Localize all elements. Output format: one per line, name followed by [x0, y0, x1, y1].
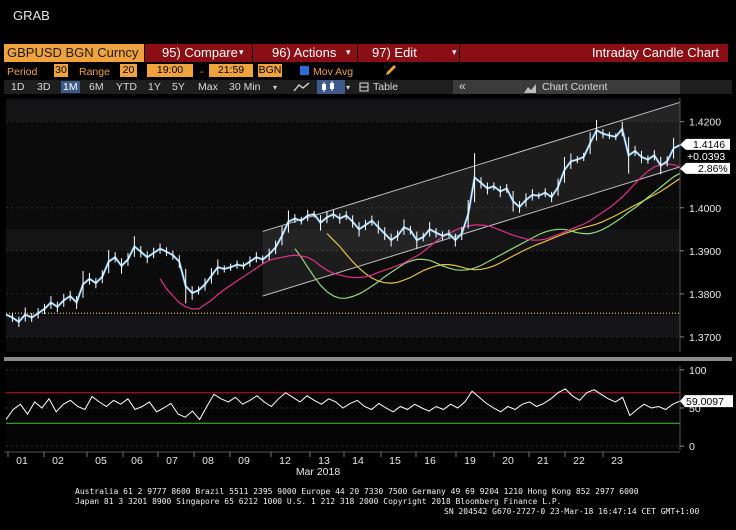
- price-line: [5, 127, 681, 323]
- actions-button[interactable]: 96) Actions: [272, 45, 337, 60]
- window-title: GRAB: [13, 8, 50, 23]
- range-6m-button[interactable]: 6M: [89, 81, 104, 93]
- x-tick-label: 14: [352, 455, 364, 467]
- time-range-dash: -: [200, 66, 204, 78]
- header-separator: [144, 44, 145, 62]
- x-tick-label: 23: [611, 455, 623, 467]
- panel-divider: [4, 357, 732, 361]
- x-tick-label: 08: [202, 455, 214, 467]
- trend-channel-upper: [262, 101, 681, 232]
- period-input[interactable]: 30: [54, 64, 68, 77]
- range-1d-button[interactable]: 1D: [11, 81, 25, 93]
- footer-copyright-line: Japan 81 3 3201 8900 Singapore 65 6212 1…: [75, 497, 562, 506]
- lower-y-tick-label: 0: [689, 441, 695, 453]
- moving-average-mid-line: [294, 172, 681, 299]
- main-y-tick-label: 1.4200: [689, 117, 721, 129]
- change-pct-label: 2.86%: [698, 163, 728, 175]
- range-3d-button[interactable]: 3D: [37, 81, 51, 93]
- compare-button[interactable]: 95) Compare: [162, 45, 238, 60]
- footer-contacts-line: Australia 61 2 9777 8600 Brazil 5511 239…: [75, 487, 639, 496]
- main-panel-background: [6, 98, 680, 352]
- lower-y-tick-label: 100: [689, 365, 707, 377]
- oscillator-line: [5, 388, 681, 421]
- line-chart-icon[interactable]: [291, 80, 313, 94]
- oscillator-value-label: 59.0097: [686, 396, 724, 408]
- main-y-tick-label: 1.3700: [689, 332, 721, 344]
- x-tick-label: 21: [537, 455, 549, 467]
- chart-area[interactable]: 1.3700 1.3800 1.3900 1.4000 1.4200 1.4146+0.0…: [0, 95, 736, 487]
- range-input[interactable]: 20: [120, 64, 137, 77]
- x-tick-label: 07: [166, 455, 178, 467]
- x-tick-label: 09: [238, 455, 250, 467]
- chart-style-dropdown-icon[interactable]: ▾: [346, 83, 351, 92]
- table-icon[interactable]: [358, 80, 370, 94]
- footer-session-line: SN 204542 G670-2727-0 23-Mar-18 16:47:14…: [444, 507, 700, 516]
- table-button[interactable]: Table: [373, 81, 399, 93]
- chart-type-title: Intraday Candle Chart: [591, 45, 719, 60]
- trend-channel-lower: [262, 166, 681, 297]
- collapse-double-chevron-icon[interactable]: «: [459, 79, 466, 93]
- main-y-tick-label: 1.3900: [689, 246, 721, 258]
- mov-avg-checkbox[interactable]: [300, 66, 309, 75]
- mountain-chart-icon: [523, 81, 537, 93]
- edit-dropdown-icon[interactable]: ▾: [452, 47, 457, 57]
- mov-avg-label: Mov Avg: [313, 66, 354, 78]
- change-label: +0.0393: [687, 151, 725, 163]
- last-price-label: 1.4146: [693, 139, 725, 151]
- change-pct-tag: [680, 162, 730, 174]
- range-1y-button[interactable]: 1Y: [148, 81, 161, 93]
- header-separator: [357, 44, 358, 62]
- candle-chart-icon[interactable]: [317, 80, 345, 94]
- main-y-tick-label: 1.3800: [689, 289, 721, 301]
- x-tick-label: 06: [131, 455, 143, 467]
- x-tick-label: 12: [279, 455, 291, 467]
- edit-button[interactable]: 97) Edit: [372, 45, 417, 60]
- x-tick-label: 15: [389, 455, 401, 467]
- range-5y-button[interactable]: 5Y: [172, 81, 185, 93]
- main-panel-band: [6, 100, 680, 122]
- header-bar: [4, 44, 728, 62]
- lower-y-tick-label: 50: [689, 403, 701, 415]
- source-input[interactable]: BGN: [258, 64, 282, 77]
- x-tick-label: 13: [318, 455, 330, 467]
- actions-dropdown-icon[interactable]: ▾: [346, 47, 351, 57]
- range-ytd-button[interactable]: YTD: [116, 81, 137, 93]
- ticker-field[interactable]: [4, 44, 144, 62]
- interval-select[interactable]: 30 Min: [229, 81, 261, 93]
- range-1m-button[interactable]: 1M: [61, 81, 80, 93]
- x-tick-label: 01: [16, 455, 28, 467]
- last-price-tag: [680, 138, 730, 150]
- x-tick-label: 02: [52, 455, 64, 467]
- x-tick-label: 22: [573, 455, 585, 467]
- header-separator: [459, 44, 460, 62]
- moving-average-long-line: [326, 178, 681, 284]
- range-max-button[interactable]: Max: [198, 81, 218, 93]
- header-separator: [252, 44, 253, 62]
- chart-content-panel[interactable]: [453, 80, 680, 94]
- interval-dropdown-icon[interactable]: ▾: [273, 83, 278, 92]
- main-panel-band: [6, 315, 680, 337]
- change-tag: [686, 150, 730, 162]
- end-time-input[interactable]: 21:59: [209, 64, 253, 77]
- moving-average-short-line: [159, 163, 681, 310]
- main-y-tick-label: 1.4000: [689, 203, 721, 215]
- x-tick-label: 20: [502, 455, 514, 467]
- chart-content-label[interactable]: Chart Content: [542, 81, 608, 93]
- x-tick-label: 16: [424, 455, 436, 467]
- oscillator-value-tag: [680, 395, 733, 408]
- x-tick-label: 19: [464, 455, 476, 467]
- start-time-input[interactable]: 19:00: [147, 64, 193, 77]
- range-label: Range: [79, 66, 110, 78]
- period-label: Period: [7, 66, 38, 78]
- x-month-label: Mar 2018: [296, 466, 341, 478]
- compare-dropdown-icon[interactable]: ▾: [239, 47, 244, 57]
- pencil-icon[interactable]: [383, 62, 399, 78]
- x-tick-label: 05: [95, 455, 107, 467]
- ticker-label[interactable]: GBPUSD BGN Curncy: [7, 45, 139, 60]
